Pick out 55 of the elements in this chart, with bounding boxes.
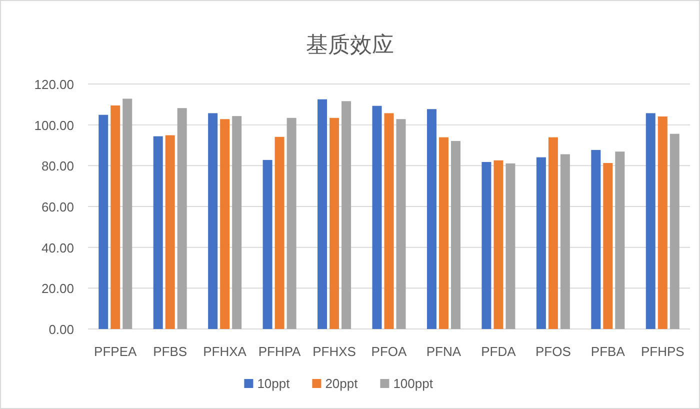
x-tick-label: PFHPS — [640, 344, 685, 359]
bar — [165, 135, 175, 329]
x-tick-label: PFDA — [481, 344, 516, 359]
bar — [396, 119, 406, 329]
bar — [330, 118, 340, 329]
bar — [560, 154, 570, 329]
bar — [208, 113, 218, 329]
legend-label: 100ppt — [393, 376, 434, 391]
bar — [548, 137, 558, 329]
bar — [342, 101, 352, 329]
y-tick-label: 120.00 — [34, 77, 74, 92]
legend-label: 10ppt — [257, 376, 290, 391]
x-tick-label: PFBS — [153, 344, 188, 359]
bar — [177, 108, 187, 329]
bar — [426, 109, 436, 329]
bar — [318, 99, 328, 329]
bar — [494, 160, 504, 329]
x-tick-label: PFOS — [535, 344, 572, 359]
y-tick-label: 40.00 — [41, 240, 74, 256]
bar — [450, 140, 460, 329]
x-tick-label: PFHPA — [258, 344, 302, 359]
x-tick-label: PFPEA — [94, 344, 138, 359]
x-tick-label: PFNA — [426, 344, 462, 359]
bar — [615, 152, 625, 329]
x-tick-label: PFHXA — [203, 344, 247, 359]
y-tick-label: 60.00 — [41, 200, 74, 214]
x-tick-label: PFOA — [371, 344, 408, 359]
bar — [384, 113, 394, 329]
bar — [646, 113, 656, 329]
bar — [438, 137, 448, 329]
chart-title: 基质效应 — [306, 32, 394, 57]
bar — [122, 98, 132, 329]
bar — [274, 136, 284, 329]
bar — [232, 116, 242, 329]
bar — [98, 114, 108, 329]
bar — [506, 163, 516, 329]
x-tick-label: PFBA — [590, 344, 626, 359]
bar — [262, 160, 272, 329]
bar — [110, 105, 120, 329]
y-tick-label: 0.00 — [48, 322, 74, 337]
bar — [372, 106, 382, 329]
y-tick-label: 80.00 — [41, 158, 74, 174]
y-tick-label: 100.00 — [34, 118, 74, 133]
bar — [658, 116, 668, 329]
legend-label: 20ppt — [325, 376, 358, 391]
bar — [591, 150, 601, 329]
bar — [220, 119, 230, 329]
bar — [536, 157, 546, 329]
x-tick-label: PFHXS — [312, 344, 356, 359]
bar — [482, 162, 492, 329]
bar — [153, 136, 163, 329]
y-tick-label: 20.00 — [41, 281, 74, 296]
bar — [603, 163, 613, 329]
bar — [286, 118, 296, 329]
bar — [670, 134, 680, 329]
